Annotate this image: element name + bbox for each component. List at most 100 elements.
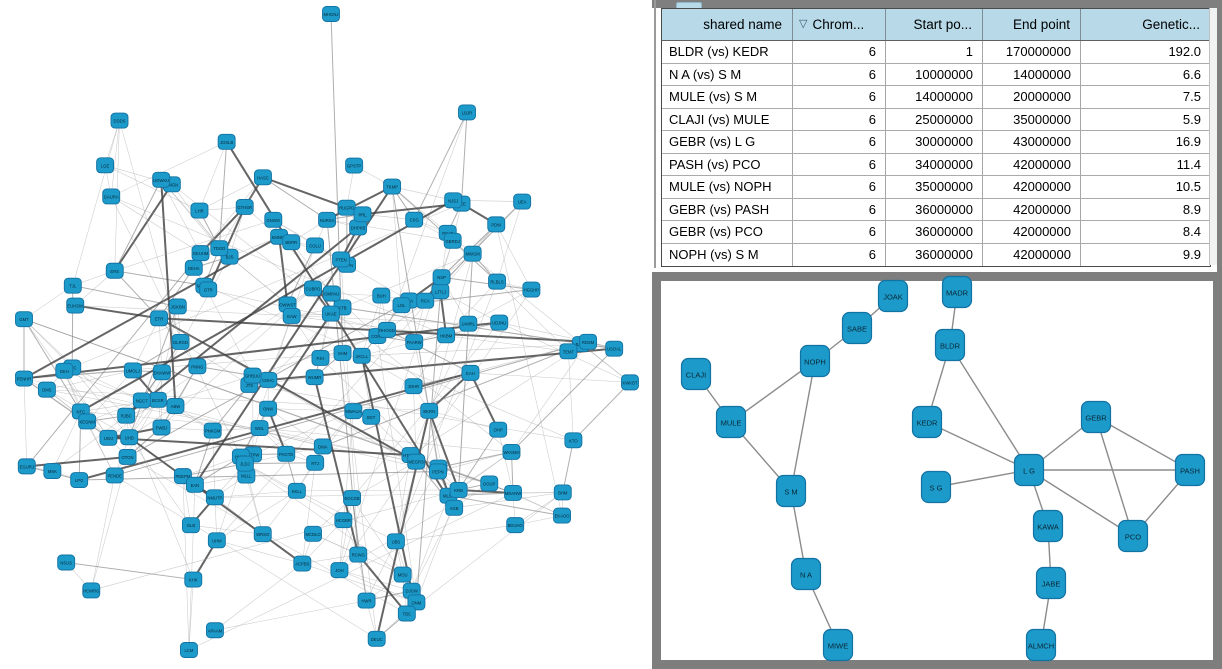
column-header-shared-name[interactable]: shared name: [662, 9, 793, 40]
overview-node[interactable]: KRB: [449, 482, 468, 498]
filter-icon[interactable]: ▽: [799, 18, 808, 30]
overview-node[interactable]: RTJ: [306, 454, 325, 471]
overview-node[interactable]: TBC: [397, 605, 416, 622]
table-row[interactable]: GEBR (vs) PASH 6 36000000 42000000 8.9: [662, 198, 1210, 221]
overview-node[interactable]: NSUS: [57, 554, 76, 571]
network-node-PASH[interactable]: PASH: [1174, 453, 1206, 487]
overview-node[interactable]: LHR: [190, 202, 209, 219]
network-node-SG[interactable]: S G: [920, 470, 952, 504]
table-scrollbar-track[interactable]: [1209, 8, 1218, 265]
overview-node[interactable]: DOUP: [480, 475, 499, 492]
overview-network-canvas[interactable]: MHGNJNURSAPWBJBJSGTHSRNTCCDHCBJEURCWGPAG…: [0, 0, 652, 669]
network-node-MIWE[interactable]: MIWE: [822, 628, 854, 662]
network-node-SABE[interactable]: SABE: [841, 311, 873, 345]
column-header-genetic-[interactable]: Genetic...: [1081, 9, 1210, 40]
overview-node[interactable]: WKSMH: [502, 443, 521, 460]
overview-node[interactable]: HWR: [357, 592, 376, 609]
table-row[interactable]: BLDR (vs) KEDR 6 1 170000000 192.0: [662, 41, 1210, 64]
overview-node[interactable]: RHOGD: [378, 321, 397, 338]
overview-node[interactable]: DKH: [55, 362, 74, 379]
table-row[interactable]: PASH (vs) PCO 6 34000000 42000000 11.4: [662, 153, 1210, 176]
overview-node[interactable]: PNNG: [188, 358, 207, 375]
overview-node[interactable]: JGSLB: [217, 133, 236, 150]
network-edge-GEBR-PCO[interactable]: [1095, 416, 1134, 537]
overview-node[interactable]: PEPN: [429, 463, 447, 480]
network-node-LG[interactable]: L G: [1013, 453, 1045, 487]
network-node-SM[interactable]: S M: [775, 474, 807, 508]
overview-node[interactable]: LCM: [180, 642, 198, 658]
overview-node[interactable]: KTO: [564, 432, 583, 449]
overview-node[interactable]: BCSR: [148, 391, 167, 408]
network-node-GEBR[interactable]: GEBR: [1080, 400, 1112, 434]
overview-node[interactable]: RJBC: [117, 407, 136, 424]
overview-node[interactable]: GPSTP: [345, 157, 364, 174]
overview-node[interactable]: RUGPD: [337, 199, 356, 216]
overview-node[interactable]: PNKGM: [203, 422, 222, 439]
overview-node[interactable]: OMPAU: [322, 285, 341, 302]
overview-node[interactable]: GLB: [181, 517, 200, 534]
overview-node[interactable]: RCWG: [349, 546, 368, 563]
overview-node[interactable]: PRL: [353, 206, 372, 223]
table-row[interactable]: MULE (vs) NOPH 6 35000000 42000000 10.5: [662, 176, 1210, 199]
overview-node[interactable]: TKMP: [383, 178, 402, 195]
overview-node[interactable]: CUBPO: [304, 280, 322, 297]
table-row[interactable]: CLAJI (vs) MULE 6 25000000 35000000 5.9: [662, 108, 1210, 131]
overview-node[interactable]: UWJ: [99, 429, 118, 446]
overview-node[interactable]: MWAUA: [344, 403, 363, 420]
overview-node[interactable]: GAURA: [102, 188, 121, 205]
overview-node[interactable]: LJTLJ: [431, 283, 450, 300]
overview-node[interactable]: RLBLS: [488, 273, 507, 290]
overview-node[interactable]: EKAOO: [553, 507, 572, 524]
overview-node[interactable]: KEGNM: [78, 413, 97, 430]
overview-node[interactable]: MOU: [393, 566, 412, 583]
overview-node[interactable]: PENDE: [105, 467, 124, 484]
overview-node[interactable]: GNWO: [264, 211, 283, 228]
overview-node[interactable]: EGURJ: [17, 458, 36, 475]
overview-node[interactable]: DMA: [313, 438, 332, 455]
overview-node[interactable]: HGGHP: [522, 281, 541, 298]
overview-node[interactable]: UOWKU: [152, 171, 171, 188]
overview-node[interactable]: UMOLJ: [123, 362, 142, 379]
overview-node[interactable]: EAN: [185, 476, 204, 493]
overview-node[interactable]: PDW: [487, 216, 506, 233]
overview-node[interactable]: HCWRG: [82, 582, 101, 599]
overview-node[interactable]: ACPBS: [293, 555, 312, 572]
network-edge-KEDR-LG[interactable]: [926, 421, 1030, 471]
table-row[interactable]: GEBR (vs) PCO 6 36000000 42000000 8.4: [662, 221, 1210, 244]
overview-node[interactable]: APAAM: [205, 622, 224, 639]
network-node-NA[interactable]: N A: [790, 557, 822, 591]
overview-node[interactable]: BHM: [553, 484, 572, 501]
overview-node[interactable]: WDL: [250, 420, 269, 437]
network-node-PCO[interactable]: PCO: [1117, 519, 1149, 553]
overview-node[interactable]: DEHA: [184, 259, 203, 276]
overview-node[interactable]: TEMT: [559, 343, 578, 360]
overview-node[interactable]: GTHSR: [235, 199, 254, 215]
overview-node[interactable]: PENHR: [15, 370, 33, 387]
network-edge-LG-PCO[interactable]: [1028, 469, 1134, 537]
overview-node[interactable]: TJL: [63, 277, 82, 294]
overview-node[interactable]: GHBUU: [243, 367, 262, 384]
overview-node[interactable]: UKAE: [321, 305, 340, 322]
subnetwork-canvas[interactable]: JOAK MADR SABE BLDR NOPH CLAJI GEBR MULE KEDR L G…: [652, 272, 1222, 669]
overview-node[interactable]: UBS: [386, 533, 405, 550]
table-row[interactable]: GEBR (vs) L G 6 30000000 43000000 16.9: [662, 131, 1210, 154]
network-node-CLAJI[interactable]: CLAJI: [680, 357, 712, 391]
network-edge-GEBR-PASH[interactable]: [1095, 416, 1191, 471]
overview-node[interactable]: GBRDJ: [443, 232, 462, 249]
overview-node[interactable]: SHM: [333, 345, 352, 362]
network-node-MADR[interactable]: MADR: [941, 275, 973, 309]
overview-node[interactable]: BDUHO: [506, 517, 525, 534]
network-node-NOPH[interactable]: NOPH: [799, 344, 831, 378]
network-node-JOAK[interactable]: JOAK: [877, 279, 909, 313]
overview-node[interactable]: BKRN: [420, 402, 439, 419]
overview-node[interactable]: KWKBT: [621, 374, 639, 391]
overview-node[interactable]: PWBJ: [152, 419, 171, 436]
overview-node[interactable]: NJSJ: [444, 192, 463, 209]
overview-node[interactable]: MDANW: [504, 484, 523, 501]
overview-node[interactable]: LGE: [96, 157, 115, 174]
overview-node[interactable]: DEUC: [367, 630, 386, 647]
overview-node[interactable]: PJH: [311, 350, 330, 366]
overview-node[interactable]: UHD: [120, 429, 139, 446]
overview-node[interactable]: MWGM: [463, 245, 482, 262]
network-edge-SG-LG[interactable]: [935, 469, 1030, 488]
